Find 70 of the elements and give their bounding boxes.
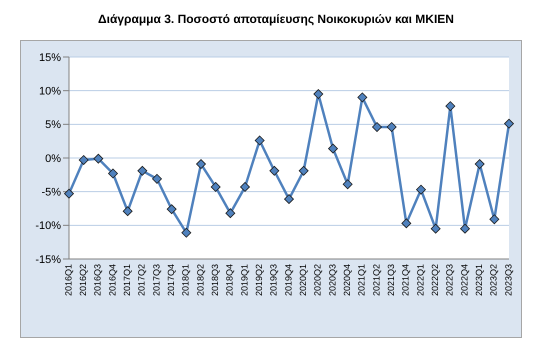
x-tick-label: 2020Q2	[312, 264, 323, 296]
point	[152, 174, 162, 184]
x-tick-label: 2019Q3	[268, 264, 279, 296]
x-tick-label: 2018Q4	[224, 264, 235, 296]
point	[313, 89, 324, 99]
point	[210, 182, 221, 192]
point	[298, 166, 309, 176]
x-tick-label: 2018Q1	[180, 264, 191, 296]
x-tick-label: 2019Q4	[283, 264, 294, 296]
x-tick-label: 2020Q3	[327, 264, 338, 296]
x-tick-label: 2019Q2	[254, 264, 264, 296]
point	[122, 206, 133, 216]
point	[328, 144, 338, 154]
x-tick-label: 2021Q4	[400, 264, 411, 296]
point	[386, 122, 397, 132]
y-tick-label: 0%	[45, 152, 62, 165]
x-tick-label: 2017Q2	[136, 264, 147, 296]
y-tick-label: 5%	[45, 119, 62, 132]
point	[166, 204, 177, 214]
x-tick-label: 2016Q1	[63, 264, 74, 296]
point	[93, 154, 104, 164]
point	[269, 166, 280, 176]
point	[78, 155, 89, 165]
x-tick-label: 2019Q1	[239, 264, 250, 296]
point	[504, 118, 514, 129]
x-tick-label: 2022Q2	[430, 264, 440, 296]
point	[196, 159, 206, 169]
point	[460, 224, 470, 234]
x-tick-label: 2017Q4	[166, 264, 176, 296]
point	[225, 208, 236, 218]
x-tick-label: 2018Q3	[210, 264, 220, 296]
x-tick-label: 2017Q1	[122, 264, 132, 296]
x-tick-label: 2023Q1	[474, 264, 484, 296]
point	[445, 101, 456, 112]
point	[416, 184, 426, 195]
x-tick-label: 2021Q1	[356, 264, 367, 296]
x-tick-label: 2021Q3	[386, 264, 396, 296]
point	[240, 182, 250, 192]
chart-title: Διάγραμμα 3. Ποσοστό αποταμίευσης Νοικοκυριών και ΜΚΙΕΝ	[97, 11, 455, 28]
x-tick-label: 2023Q2	[488, 264, 499, 296]
point	[342, 179, 353, 190]
point	[254, 136, 265, 146]
x-tick-label: 2022Q1	[415, 264, 426, 296]
y-tick-label: -5%	[41, 186, 62, 199]
point	[64, 188, 74, 199]
x-tick-label: 2021Q2	[371, 264, 382, 296]
x-tick-label: 2022Q3	[444, 264, 455, 296]
point	[181, 228, 192, 238]
point	[357, 92, 368, 102]
x-tick-label: 2023Q3	[503, 264, 514, 296]
point	[137, 166, 148, 176]
y-tick-label: -15%	[35, 254, 62, 266]
x-tick-label: 2020Q1	[298, 264, 308, 296]
x-tick-label: 2017Q3	[151, 264, 162, 296]
y-tick-label: 15%	[38, 52, 62, 64]
x-tick-label: 2016Q4	[107, 264, 118, 296]
x-tick-label: 2016Q3	[92, 264, 103, 296]
point	[108, 168, 118, 178]
x-tick-label: 2022Q4	[459, 264, 470, 296]
point	[430, 224, 441, 234]
point	[284, 194, 294, 204]
y-tick-label: -10%	[35, 220, 62, 232]
x-tick-label: 2018Q2	[195, 264, 206, 296]
point	[489, 214, 500, 224]
point	[474, 159, 485, 169]
y-tick-label: 10%	[38, 86, 62, 98]
x-tick-label: 2016Q2	[78, 264, 88, 296]
x-tick-label: 2020Q4	[342, 264, 352, 296]
point	[372, 122, 382, 132]
point	[401, 218, 412, 228]
